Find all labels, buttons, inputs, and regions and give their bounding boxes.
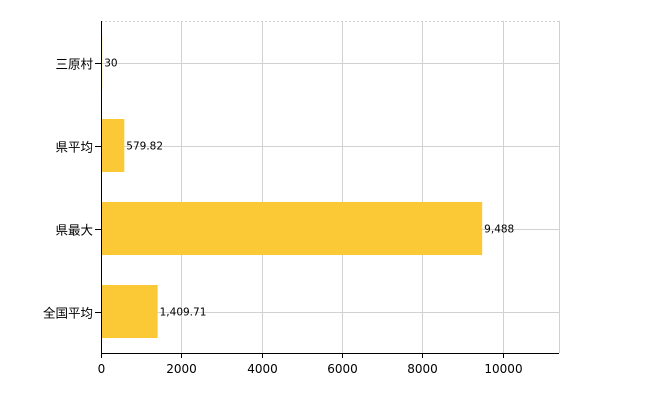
x-tick-label: 10000 — [484, 362, 522, 376]
y-tick-label: 県平均 — [55, 140, 93, 155]
data-label: 1,409.71 — [160, 307, 207, 319]
labels: 30 579.82 9,488 1,409.71 0 2000 4000 6000 8000 10… — [43, 57, 523, 377]
bar — [101, 202, 483, 255]
axes — [95, 21, 559, 358]
x-tick-label: 4000 — [247, 362, 278, 376]
x-tick-label: 6000 — [327, 362, 358, 376]
data-label: 579.82 — [126, 141, 163, 153]
bars — [101, 36, 483, 338]
data-label: 30 — [104, 58, 117, 70]
bar — [101, 119, 125, 172]
grid — [101, 21, 560, 353]
x-tick-label: 8000 — [407, 362, 438, 376]
y-tick-label: 県最大 — [55, 223, 93, 238]
x-tick-label: 0 — [98, 362, 106, 376]
y-tick-label: 全国平均 — [43, 306, 93, 321]
y-tick-label: 三原村 — [55, 57, 93, 72]
bar — [101, 285, 158, 338]
data-label: 9,488 — [484, 224, 514, 236]
x-tick-label: 2000 — [166, 362, 197, 376]
